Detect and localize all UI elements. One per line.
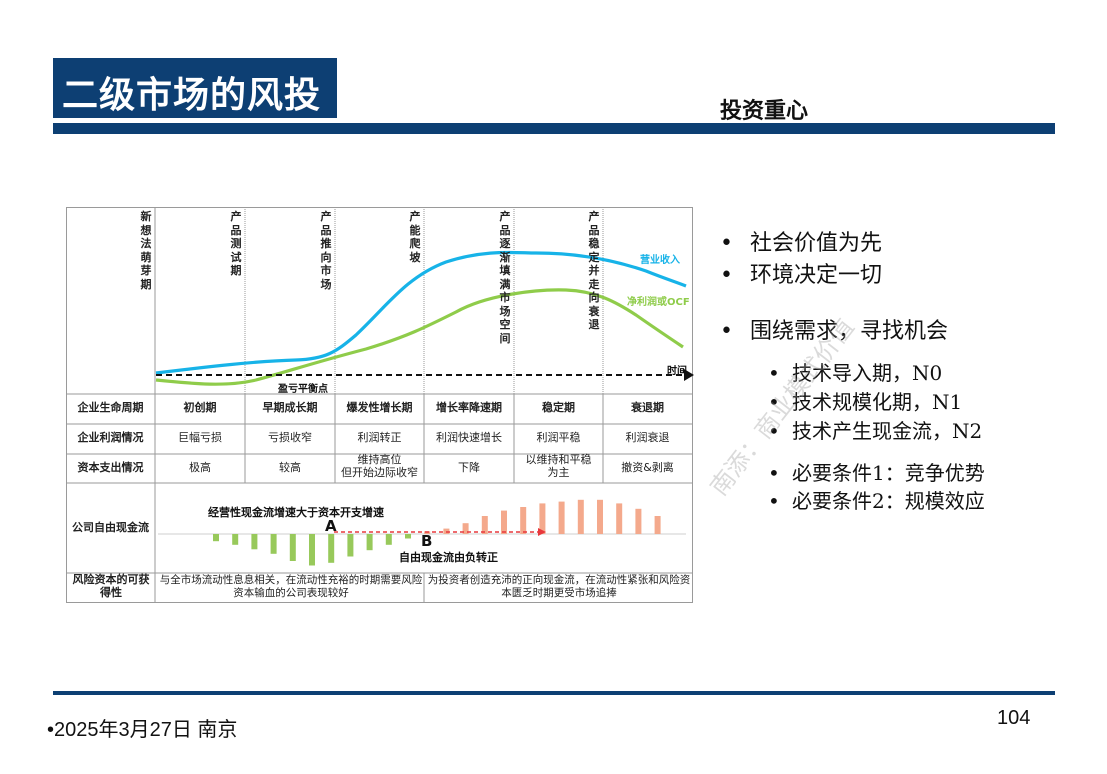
sub-bullet-item: • 技术产生现金流，N2 (768, 419, 983, 443)
bullet-item: • 围绕需求，寻找机会 (720, 319, 949, 344)
lifecycle-cell: 爆发性增长期 (346, 401, 413, 414)
capex-cell: 维持高位 但开始边际收窄 (341, 453, 418, 479)
time-label: 时间 (667, 366, 687, 377)
profit-cell: 利润转正 (357, 431, 402, 444)
title-box (53, 58, 337, 118)
fcf-bar (558, 501, 565, 534)
revenue-label: 营业收入 (640, 255, 680, 266)
fcf-bar (616, 503, 623, 534)
profit-cell: 利润快速增长 (436, 431, 502, 444)
sub-bullet-item: • 必要条件1：竞争优势 (768, 461, 985, 485)
fcf-bar (270, 534, 277, 554)
stage-label-2: 产品测试期 (230, 210, 242, 277)
point-a-label: A (325, 517, 337, 535)
row-header-lifecycle: 企业生命周期 (77, 401, 144, 414)
profit-curve (155, 288, 684, 386)
sub-bullet-item: • 技术导入期，N0 (768, 361, 943, 385)
fcf-bar (481, 516, 488, 534)
stage-label-3: 产品推向市场 (320, 210, 332, 291)
sub-bullet-item: • 必要条件2：规模效应 (768, 489, 985, 513)
risk-cell-left: 与全市场流动性息息相关，在流动性充裕的时期需要风险资本输血的公司表现较好 (159, 574, 423, 599)
lifecycle-cell: 初创期 (183, 401, 217, 414)
stage-label-6: 产品稳定并走向衰退 (588, 210, 600, 331)
stage-label-1: 新想法萌芽期 (140, 210, 152, 291)
breakeven-label: 盈亏平衡点 (278, 384, 328, 395)
point-b-label: B (421, 532, 433, 550)
fcf-bar (328, 534, 335, 563)
table-frame (66, 207, 693, 603)
fcf-bar (366, 534, 373, 551)
fcf-bar (577, 499, 584, 534)
row-header-fcf: 公司自由现金流 (72, 521, 149, 534)
profit-cell: 利润平稳 (536, 431, 581, 444)
fcf-bar (597, 499, 603, 534)
page-number: 104 (997, 707, 1031, 729)
fcf-bar (347, 534, 354, 557)
slide-title: 二级市场的风投 (62, 75, 322, 116)
capex-cell: 撤资&剥离 (621, 461, 674, 474)
profit-cell: 亏损收窄 (268, 431, 312, 444)
fcf-note-b: 自由现金流由负转正 (399, 551, 498, 564)
fcf-bar (501, 510, 507, 534)
profit-label: 净利润或OCF (627, 297, 690, 308)
risk-cell-right: 为投资者创造充沛的正向现金流，在流动性紧张和风险资本匮乏时期更受市场追捧 (427, 574, 691, 599)
sub-bullet-item: • 技术规模化期，N1 (768, 390, 963, 414)
fcf-bar (405, 534, 411, 539)
bullet-item: • 环境决定一切 (720, 263, 883, 288)
profit-cell: 利润衰退 (625, 431, 670, 444)
capex-cell: 极高 (189, 461, 211, 474)
fcf-bar (213, 534, 219, 542)
bullet-item: • 社会价值为先 (720, 231, 883, 256)
time-axis-arrowhead (684, 369, 694, 381)
lifecycle-diagram: 新想法萌芽期 产品测试期 产品推向市场 产能爬坡 产品逐渐填满市场空间 产品稳定… (66, 207, 694, 603)
fcf-bar (251, 534, 258, 550)
lifecycle-cell: 衰退期 (631, 401, 664, 414)
lifecycle-cell: 早期成长期 (262, 401, 318, 414)
lifecycle-cell: 稳定期 (542, 401, 575, 414)
stage-label-4: 产能爬坡 (409, 210, 421, 264)
stage-label-5: 产品逐渐填满市场空间 (499, 210, 511, 345)
header-rule (53, 123, 1055, 134)
row-header-risk: 风险资本的可获得性 (72, 573, 150, 599)
lifecycle-cell: 增长率降速期 (436, 401, 502, 414)
revenue-curve (155, 250, 687, 375)
slide-subtitle: 投资重心 (720, 98, 809, 124)
row-header-profit: 企业利润情况 (77, 431, 144, 444)
diagram-canvas (66, 207, 694, 603)
footer-rule (53, 691, 1055, 695)
fcf-note-a: 经营性现金流增速大于资本开支增速 (208, 506, 384, 519)
fcf-bar (654, 516, 661, 534)
fcf-bar (385, 534, 392, 545)
fcf-bar (539, 503, 546, 534)
profit-cell: 巨幅亏损 (178, 431, 222, 444)
fcf-bar (289, 534, 296, 561)
fcf-bar (309, 534, 315, 566)
fcf-bar (635, 508, 642, 534)
fcf-bar (520, 507, 527, 534)
fcf-bar (462, 523, 469, 534)
capex-cell: 较高 (279, 461, 301, 474)
fcf-bar (232, 534, 239, 545)
capex-cell: 以维持和平稳 为主 (525, 453, 592, 479)
footer-date: •2025年3月27日 南京 (47, 719, 238, 741)
ab-arrowhead (538, 528, 546, 536)
row-header-capex: 资本支出情况 (77, 461, 144, 474)
capex-cell: 下降 (458, 461, 480, 474)
